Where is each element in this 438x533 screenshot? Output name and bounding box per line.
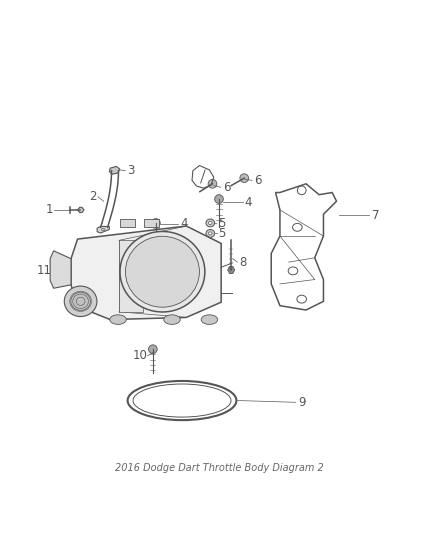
Polygon shape (97, 227, 110, 233)
Ellipse shape (206, 230, 215, 237)
Ellipse shape (125, 236, 199, 307)
Text: 3: 3 (127, 164, 135, 177)
Polygon shape (144, 219, 159, 228)
Circle shape (215, 195, 223, 204)
Text: 5: 5 (218, 227, 226, 240)
Text: 1: 1 (46, 204, 53, 216)
Text: 2016 Dodge Dart Throttle Body Diagram 2: 2016 Dodge Dart Throttle Body Diagram 2 (115, 463, 323, 473)
Circle shape (240, 174, 249, 182)
Ellipse shape (110, 315, 126, 325)
Circle shape (208, 180, 217, 188)
Text: 10: 10 (132, 349, 147, 362)
Polygon shape (119, 240, 143, 312)
Circle shape (152, 219, 160, 228)
Text: 7: 7 (372, 208, 379, 222)
Text: 2: 2 (89, 190, 96, 204)
Text: 5: 5 (218, 217, 226, 230)
Polygon shape (120, 219, 135, 228)
Polygon shape (110, 166, 120, 174)
Text: 4: 4 (245, 196, 252, 208)
Text: 11: 11 (36, 264, 52, 277)
Text: 9: 9 (298, 396, 305, 409)
Circle shape (148, 345, 157, 353)
Ellipse shape (64, 286, 97, 317)
Text: 6: 6 (223, 181, 230, 194)
Ellipse shape (201, 315, 218, 325)
Ellipse shape (206, 219, 215, 227)
Text: 8: 8 (239, 256, 247, 269)
Polygon shape (228, 266, 235, 273)
Ellipse shape (71, 292, 90, 310)
Ellipse shape (120, 231, 205, 312)
Ellipse shape (208, 221, 212, 224)
Text: 4: 4 (180, 217, 188, 230)
Ellipse shape (208, 232, 212, 235)
Polygon shape (78, 207, 84, 213)
Polygon shape (50, 251, 71, 288)
Ellipse shape (164, 315, 180, 325)
Polygon shape (71, 226, 221, 320)
Text: 6: 6 (254, 174, 262, 187)
